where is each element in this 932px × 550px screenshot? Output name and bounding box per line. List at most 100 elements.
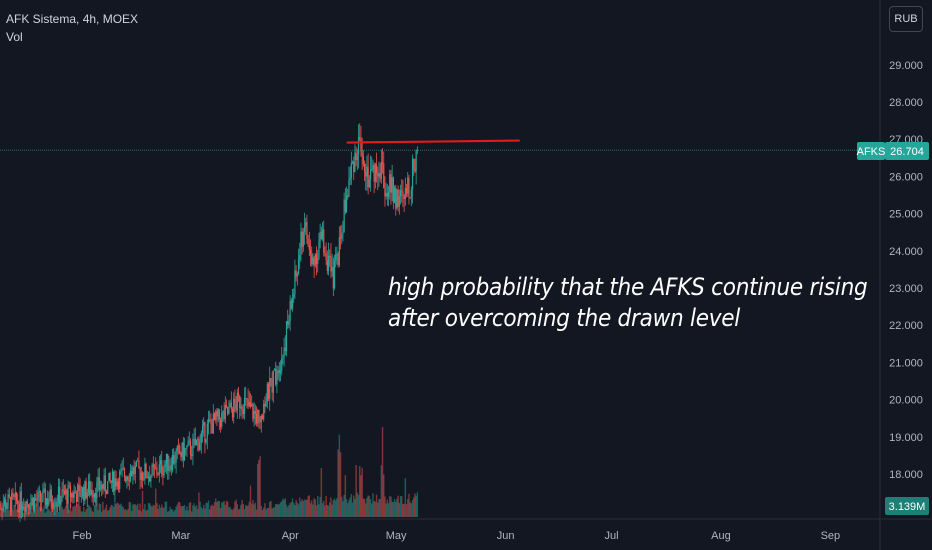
volume-bar: [161, 504, 163, 517]
candle-body: [330, 256, 332, 272]
candle-body: [11, 492, 13, 512]
volume-bar: [351, 502, 354, 517]
candle-body: [42, 491, 44, 502]
candle-body: [39, 491, 42, 502]
volume-bar: [253, 504, 255, 517]
volume-bar: [115, 503, 117, 517]
candle-body: [26, 501, 28, 505]
candle-body: [229, 402, 231, 408]
candle-body: [247, 399, 249, 407]
candle-body: [212, 413, 214, 434]
candle-body: [93, 493, 96, 498]
volume-bar: [22, 512, 25, 517]
volume-bar: [162, 507, 164, 517]
volume-bar: [26, 504, 28, 517]
volume-bar: [137, 503, 139, 517]
candle-body: [167, 453, 169, 472]
candle-body: [308, 245, 310, 250]
volume-bar: [395, 501, 397, 517]
candle-body: [204, 422, 206, 443]
volume-bar: [93, 504, 96, 517]
volume-bar: [210, 505, 212, 517]
candle-body: [104, 475, 106, 492]
volume-bar: [6, 503, 8, 517]
candle-body: [165, 453, 168, 465]
candle-body: [194, 438, 196, 446]
price-axis[interactable]: 18.000 19.000 20.000 21.000 22.000 23.000 24.0…: [889, 60, 923, 481]
volume-bar: [186, 506, 188, 517]
volume-bar: [112, 507, 115, 517]
candle-body: [291, 297, 294, 309]
symbol-title[interactable]: AFK Sistema, 4h, MOEX: [6, 12, 139, 26]
volume-bar: [294, 505, 296, 517]
resistance-level-line[interactable]: [346, 139, 520, 144]
candle-body: [337, 253, 339, 266]
volume-bar: [375, 494, 378, 517]
volume-bar: [275, 504, 277, 517]
candle-body: [234, 398, 236, 404]
volume-bar: [49, 511, 51, 517]
volume-bar: [199, 501, 201, 517]
candle-body: [306, 221, 308, 239]
volume-bar: [105, 504, 108, 517]
y-tick-label: 18.000: [889, 469, 923, 481]
volume-bar: [212, 505, 215, 517]
candle-body: [402, 191, 404, 197]
time-axis[interactable]: Feb Mar Apr May Jun Jul Aug Sep: [73, 530, 841, 542]
candle-body: [105, 491, 108, 495]
candle-body: [323, 229, 325, 253]
volume-bar: [66, 502, 68, 517]
volume-bar: [403, 503, 405, 517]
candle-body: [386, 192, 388, 197]
chart-annotation[interactable]: high probability that the AFKS continue …: [388, 272, 921, 334]
volume-bar: [200, 507, 203, 517]
candle-body: [354, 152, 356, 173]
candle-body: [163, 467, 165, 476]
volume-bar: [231, 509, 234, 517]
volume-bar: [227, 501, 229, 517]
volume-bar: [302, 500, 305, 517]
volume-bar: [221, 502, 223, 517]
x-tick-label: Apr: [282, 530, 299, 542]
candle-body: [225, 405, 228, 407]
candle-body: [169, 465, 171, 467]
candle-body: [381, 162, 384, 164]
volume-bar: [278, 504, 281, 517]
volume-bar: [343, 494, 345, 517]
volume-bar: [321, 503, 324, 517]
volume-bar: [122, 507, 125, 517]
candle-body: [369, 169, 372, 180]
candle-body: [38, 491, 40, 492]
volume-bar: [50, 500, 52, 517]
volume-bar: [14, 505, 16, 517]
candle-body: [180, 453, 182, 457]
candle-body: [161, 460, 163, 475]
candle-body: [327, 255, 330, 272]
volume-bar: [147, 502, 150, 517]
volume-bar: [365, 503, 367, 517]
volume-bar: [167, 511, 169, 517]
volume-bar: [38, 506, 40, 517]
volume-bar: [28, 513, 31, 517]
candle-body: [44, 488, 46, 506]
candle-body: [355, 152, 357, 160]
volume-bar: [318, 504, 320, 517]
candle-body: [66, 489, 68, 504]
volume-bar: [263, 507, 265, 517]
volume-indicator-label[interactable]: Vol: [6, 30, 23, 44]
candle-body: [288, 321, 290, 325]
currency-button[interactable]: RUB: [889, 6, 923, 32]
candle-body: [182, 442, 184, 461]
volume-bar: [144, 504, 146, 517]
candle-body: [335, 254, 337, 261]
candle-body: [111, 471, 114, 483]
candle-body: [92, 494, 94, 498]
volume-bar: [79, 506, 81, 517]
candle-body: [271, 380, 273, 393]
volume-bar: [289, 503, 291, 517]
volume-bar: [228, 507, 230, 517]
candle-body: [123, 468, 126, 478]
volume-bar: [290, 502, 293, 517]
candle-body: [162, 474, 164, 476]
